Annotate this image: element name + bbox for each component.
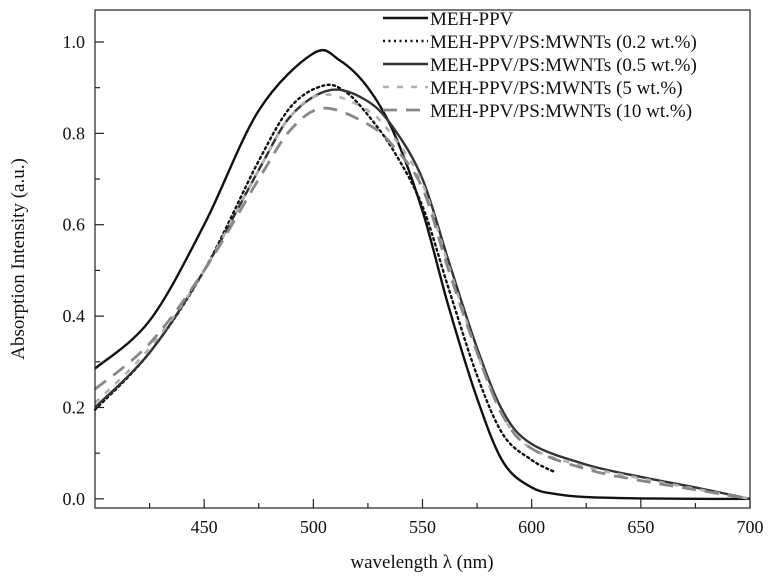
y-tick-label: 0.4 <box>63 306 86 326</box>
axis-ticks: 450 500 550 600 650 700 0.0 0.2 0.4 0.6 0.8 1.0 <box>63 32 764 537</box>
x-tick-label: 600 <box>518 517 545 537</box>
series-line-2 <box>94 88 751 501</box>
x-tick-label: 700 <box>737 517 764 537</box>
legend-label: MEH-PPV/PS:MWNTs (0.2 wt.%) <box>430 32 697 53</box>
legend-label: MEH-PPV/PS:MWNTs (5 wt.%) <box>430 78 683 99</box>
series-line-1 <box>93 83 555 473</box>
y-tick-label: 0.6 <box>63 215 86 235</box>
series-curves <box>93 48 751 501</box>
y-axis-label: Absorption Intensity (a.u.) <box>8 158 29 360</box>
y-tick-label: 1.0 <box>63 32 86 52</box>
y-tick-label: 0.8 <box>63 123 86 143</box>
x-tick-label: 500 <box>300 517 327 537</box>
x-axis-label: wavelength λ (nm) <box>350 552 493 573</box>
y-tick-label: 0.0 <box>63 489 86 509</box>
legend-label: MEH-PPV/PS:MWNTs (10 wt.%) <box>430 101 692 122</box>
series-line-3 <box>94 93 751 501</box>
x-tick-label: 550 <box>409 517 436 537</box>
legend-label: MEH-PPV <box>430 9 514 30</box>
x-tick-label: 650 <box>627 517 654 537</box>
series-line-4 <box>94 106 751 501</box>
y-tick-label: 0.2 <box>63 397 86 417</box>
x-tick-label: 450 <box>191 517 218 537</box>
series-line-0 <box>94 48 751 501</box>
legend-label: MEH-PPV/PS:MWNTs (0.5 wt.%) <box>430 55 697 76</box>
